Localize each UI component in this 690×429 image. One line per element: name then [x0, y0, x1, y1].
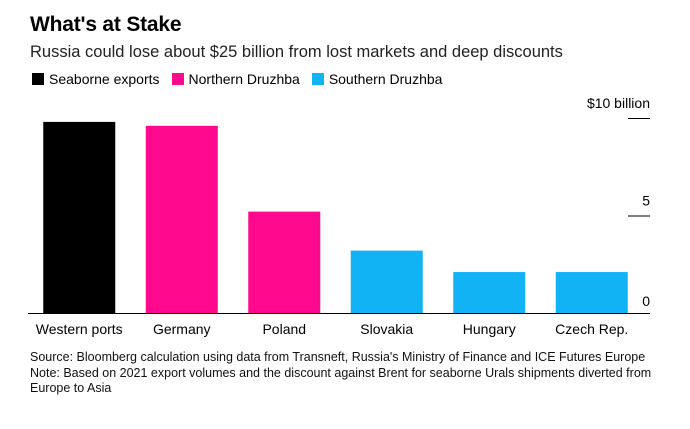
bar-slovakia — [350, 250, 423, 313]
chart-footer: Source: Bloomberg calculation using data… — [30, 350, 670, 397]
footnote: Note: Based on 2021 export volumes and t… — [30, 365, 652, 396]
legend-item-seaborne: Seaborne exports — [32, 71, 160, 87]
bar-poland — [248, 211, 321, 313]
bar-chart: Western ports Germany Poland Slovakia Hungar… — [28, 95, 650, 337]
y-tick-label: $10 billion — [587, 95, 650, 111]
legend-swatch — [311, 73, 324, 85]
x-tick-label: Poland — [262, 321, 306, 337]
x-tick-label: Hungary — [463, 321, 516, 337]
legend-item-southern-druzhba: Southern Druzhba — [311, 71, 443, 87]
legend-label: Seaborne exports — [49, 71, 160, 87]
legend-swatch — [32, 73, 44, 85]
x-tick-label: Slovakia — [360, 321, 413, 337]
chart-subtitle: Russia could lose about $25 billion from… — [30, 43, 563, 61]
legend-item-northern-druzhba: Northern Druzhba — [171, 71, 300, 87]
legend: Seaborne exports Northern Druzhba Southe… — [32, 71, 454, 87]
bar-hungary — [453, 272, 526, 313]
y-tick-label: 0 — [642, 293, 650, 309]
bar-czech-rep — [555, 272, 628, 313]
x-tick-label: Germany — [153, 321, 211, 337]
legend-label: Southern Druzhba — [328, 71, 443, 87]
x-tick-label: Western ports — [36, 321, 123, 337]
chart-title: What's at Stake — [30, 13, 182, 36]
x-tick-label: Czech Rep. — [555, 321, 628, 337]
y-tick-label: 5 — [642, 193, 650, 209]
bar-western-ports — [43, 121, 116, 314]
source-note: Source: Bloomberg calculation using data… — [30, 350, 646, 364]
bar-germany — [145, 125, 218, 313]
legend-swatch — [171, 73, 184, 85]
legend-label: Northern Druzhba — [188, 71, 300, 87]
